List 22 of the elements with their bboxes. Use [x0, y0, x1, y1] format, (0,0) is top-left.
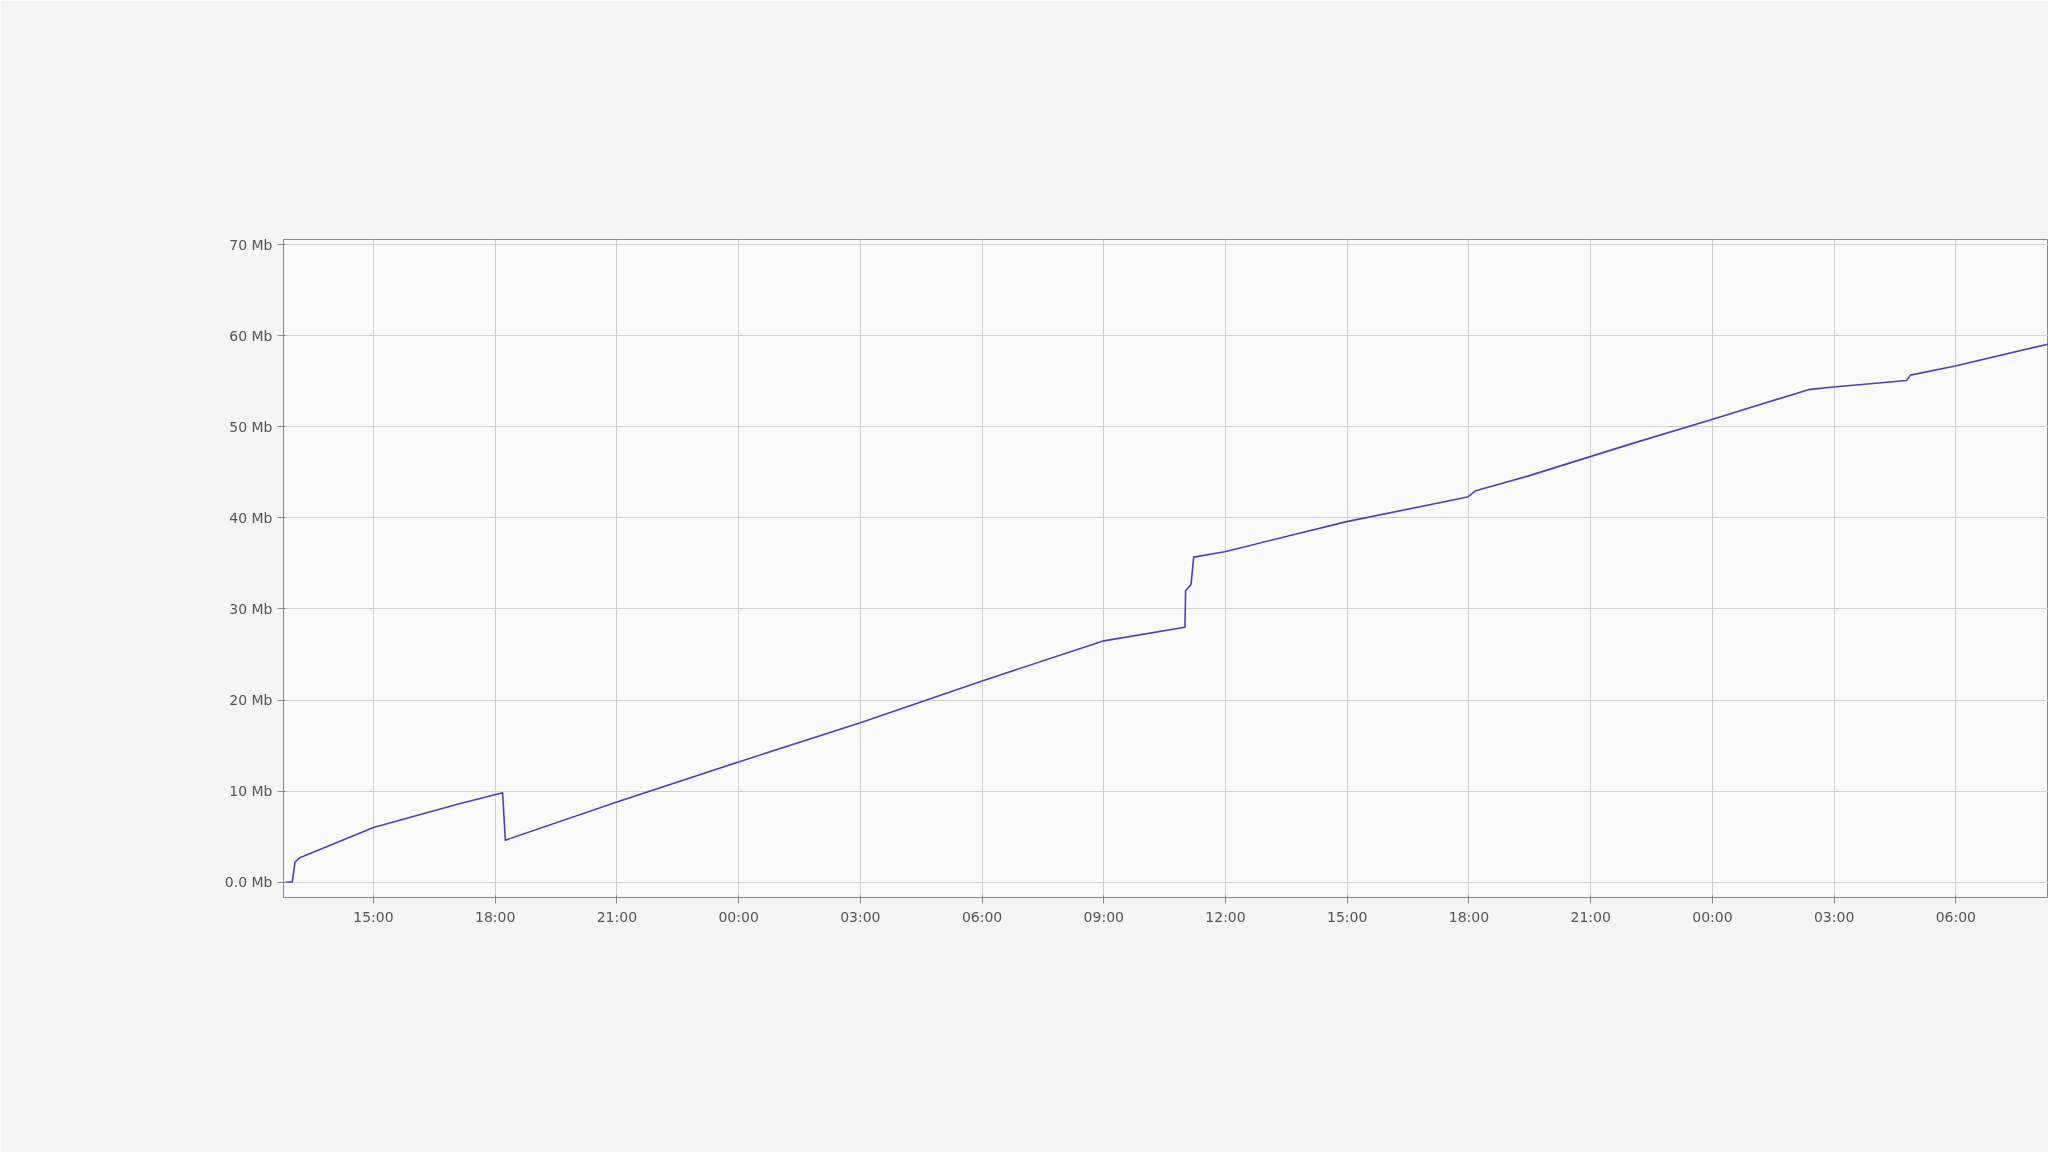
x-tick-label: 18:00: [474, 908, 516, 925]
x-tick-label: 00:00: [718, 908, 759, 925]
y-tick-label: 30 Mb: [229, 601, 273, 617]
x-tick-label: 21:00: [596, 908, 638, 925]
x-tick-label: 06:00: [1935, 908, 1977, 925]
y-tick-label: 0.0 Mb: [224, 874, 273, 891]
y-tick-label: 70 Mb: [229, 236, 273, 253]
x-tick-label: 18:00: [1448, 908, 1490, 925]
y-tick-label: 60 Mb: [229, 327, 273, 344]
x-tick-label: 03:00: [1813, 908, 1855, 925]
x-tick-label: 12:00: [1205, 908, 1246, 925]
x-tick-label: 06:00: [961, 908, 1003, 925]
x-tick-label: 09:00: [1083, 908, 1124, 925]
x-tick-label: 03:00: [840, 908, 881, 925]
x-tick-label: 15:00: [353, 908, 394, 925]
y-tick-label: 10 Mb: [229, 783, 273, 800]
y-tick-label: 40 Mb: [229, 509, 273, 526]
y-tick-label: 50 Mb: [229, 418, 273, 435]
x-tick-label: 00:00: [1692, 908, 1733, 925]
y-tick-label: 20 Mb: [229, 692, 273, 709]
x-tick-label: 21:00: [1570, 908, 1611, 925]
x-tick-label: 15:00: [1327, 908, 1368, 925]
